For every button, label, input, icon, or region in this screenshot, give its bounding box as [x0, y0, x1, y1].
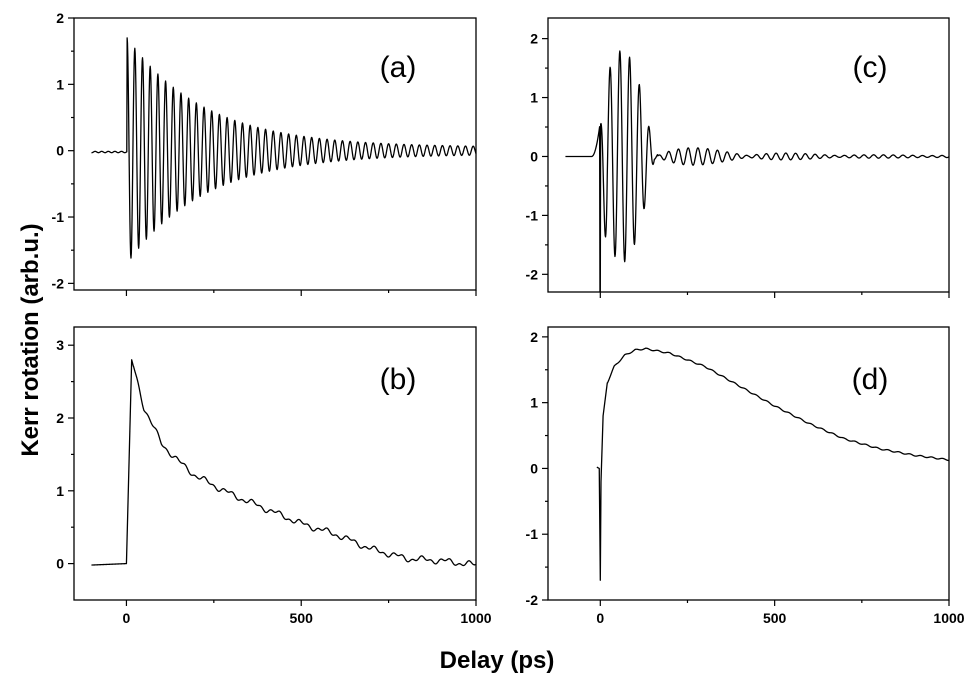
y-tick-label: -2 — [52, 275, 65, 291]
y-tick-label: 2 — [56, 10, 64, 26]
y-tick-label: 0 — [56, 556, 64, 572]
panels: -2 -1 0 1 2 (a) 0 1 2 3 0 500 1000 (b) -2 -1 0 1 2 (c) -2 -1 0… — [52, 10, 965, 626]
panel-c: -2 -1 0 1 2 (c) — [526, 17, 950, 298]
panel-label-d: (d) — [852, 363, 889, 396]
panel-label-c: (c) — [853, 51, 888, 84]
panel-label-b: (b) — [380, 363, 417, 396]
x-tick-label: 1000 — [933, 610, 964, 626]
panel-frame — [547, 326, 950, 601]
series-line-d — [596, 347, 950, 581]
panel-frame — [73, 326, 477, 601]
series-line-b — [91, 359, 477, 567]
x-tick-label: 0 — [596, 610, 604, 626]
y-tick-label: 3 — [56, 337, 64, 353]
y-tick-label: 1 — [530, 90, 538, 106]
x-tick-label: 1000 — [460, 610, 491, 626]
y-tick-label: 2 — [56, 410, 64, 426]
y-tick-label: 1 — [56, 76, 64, 92]
y-tick-label: 2 — [530, 31, 538, 47]
x-tick-label: 0 — [123, 610, 131, 626]
y-tick-label: 0 — [56, 143, 64, 159]
series-line-a — [91, 37, 477, 259]
panel-frame — [73, 17, 477, 291]
y-tick-label: 2 — [530, 329, 538, 345]
panel-a: -2 -1 0 1 2 (a) — [52, 10, 477, 296]
series-line-c — [565, 50, 950, 293]
y-tick-label: -1 — [52, 209, 65, 225]
y-tick-label: 1 — [530, 395, 538, 411]
y-tick-label: 1 — [56, 483, 64, 499]
y-axis-title: Kerr rotation (arb.u.) — [17, 223, 44, 456]
x-axis-title: Delay (ps) — [440, 647, 555, 674]
y-tick-label: -2 — [526, 592, 539, 608]
panel-d: -2 -1 0 1 2 0 500 1000 (d) — [526, 326, 965, 626]
y-tick-label: 0 — [530, 148, 538, 164]
x-tick-label: 500 — [763, 610, 787, 626]
x-tick-label: 500 — [290, 610, 314, 626]
y-tick-label: -1 — [526, 207, 539, 223]
y-tick-label: -1 — [526, 526, 539, 542]
y-tick-label: 0 — [530, 460, 538, 476]
panel-frame — [547, 17, 950, 293]
y-tick-label: -2 — [526, 266, 539, 282]
panel-b: 0 1 2 3 0 500 1000 (b) — [56, 326, 492, 626]
panel-label-a: (a) — [380, 51, 417, 84]
